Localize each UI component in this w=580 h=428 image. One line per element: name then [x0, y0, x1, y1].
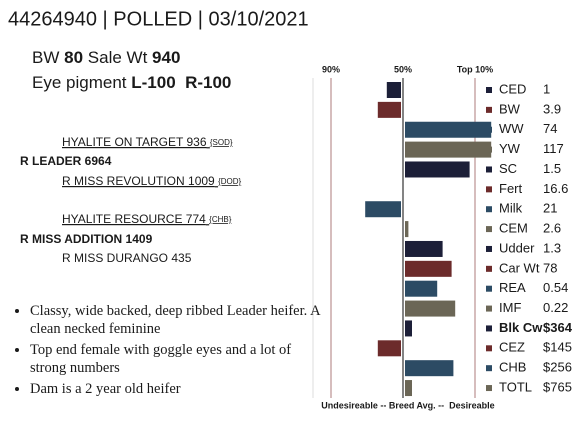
legend-swatch — [486, 325, 492, 332]
sire: R LEADER 6964 — [20, 154, 112, 168]
bar — [405, 360, 454, 377]
x-axis-label: Undesireable -- Breed Avg. -- Desireable — [321, 400, 494, 410]
trait-label: YW — [499, 141, 521, 156]
bar — [405, 141, 492, 158]
bullet: Top end female with goggle eyes and a lo… — [30, 341, 320, 377]
legend-swatch — [486, 126, 492, 133]
epd-value: 1.3 — [543, 240, 561, 255]
trait-label: REA — [499, 280, 526, 295]
code: {DOD} — [218, 177, 241, 186]
epd-value: 3.9 — [543, 101, 561, 116]
dam-sire: HYALITE RESOURCE 774 {CHB} — [62, 212, 232, 226]
legend-swatch — [486, 106, 492, 113]
x-tick-label: Top 10% — [457, 64, 493, 74]
name: HYALITE RESOURCE 774 — [62, 212, 206, 226]
trait-label: Blk Cw — [499, 320, 543, 335]
eye-label: Eye pigment — [32, 73, 127, 92]
bullet: Dam is a 2 year old heifer — [30, 380, 320, 398]
x-tick-label: 90% — [322, 64, 340, 74]
dam-dam: R MISS DURANGO 435 — [62, 251, 192, 265]
trait-label: BW — [499, 101, 521, 116]
sire-sire: HYALITE ON TARGET 936 {SOD} — [62, 135, 233, 149]
epd-value: $364 — [543, 320, 573, 335]
trait-label: CEM — [499, 221, 528, 236]
sale-wt-label: Sale Wt — [88, 48, 148, 67]
bar — [386, 82, 401, 98]
epd-value: 1.5 — [543, 161, 561, 176]
bullet-list: Classy, wide backed, deep ribbed Leader … — [10, 302, 320, 401]
bar — [405, 280, 438, 297]
sale-wt: 940 — [152, 48, 180, 67]
legend-swatch — [486, 166, 492, 173]
legend-swatch — [486, 345, 492, 352]
trait-label: CED — [499, 81, 526, 96]
legend-swatch — [486, 206, 492, 213]
eye-line: Eye pigment L-100 R-100 — [32, 73, 231, 92]
trait-label: Car Wt — [499, 260, 540, 275]
bar — [405, 221, 409, 238]
name: R MISS REVOLUTION 1009 — [62, 174, 215, 188]
bar — [365, 201, 401, 218]
epd-value: 117 — [543, 141, 564, 156]
bar — [377, 101, 401, 118]
trait-label: WW — [499, 121, 524, 136]
trait-label: Udder — [499, 240, 535, 255]
trait-label: IMF — [499, 300, 521, 315]
stat-line: BW 80 Sale Wt 940 — [32, 48, 180, 67]
sire-dam: R MISS REVOLUTION 1009 {DOD} — [62, 174, 242, 188]
legend-swatch — [486, 265, 492, 272]
legend-swatch — [486, 186, 492, 193]
trait-label: TOTL — [499, 379, 532, 394]
bar — [405, 240, 443, 257]
legend-swatch — [486, 146, 492, 153]
epd-value: 21 — [543, 201, 557, 216]
trait-label: CHB — [499, 360, 526, 375]
code: {SOD} — [210, 138, 233, 147]
epd-value: 0.22 — [543, 300, 568, 315]
trait-label: Fert — [499, 181, 523, 196]
epd-value: $145 — [543, 340, 572, 355]
trait-label: CEZ — [499, 340, 525, 355]
bw-label: BW — [32, 48, 59, 67]
legend-swatch — [486, 285, 492, 292]
legend-swatch — [486, 365, 492, 372]
x-tick-label: 50% — [394, 64, 412, 74]
title: 44264940 | POLLED | 03/10/2021 — [8, 8, 309, 30]
bar — [405, 300, 456, 317]
bullet: Classy, wide backed, deep ribbed Leader … — [30, 302, 320, 338]
bar — [405, 121, 492, 138]
eye: L-100 R-100 — [131, 73, 231, 92]
epd-value: 1 — [543, 81, 550, 96]
dam: R MISS ADDITION 1409 — [20, 232, 153, 246]
epd-value: 16.6 — [543, 181, 568, 196]
legend-swatch — [486, 87, 492, 93]
name: HYALITE ON TARGET 936 — [62, 135, 207, 149]
epd-value: 2.6 — [543, 221, 561, 236]
bw: 80 — [64, 48, 83, 67]
legend-swatch — [486, 226, 492, 233]
bar — [405, 380, 412, 397]
bar — [377, 340, 401, 357]
trait-label: SC — [499, 161, 517, 176]
epd-value: 74 — [543, 121, 557, 136]
epd-value: $256 — [543, 360, 572, 375]
legend-swatch — [486, 245, 492, 252]
legend-swatch — [486, 305, 492, 312]
legend-swatch — [486, 385, 492, 392]
epd-value: 78 — [543, 260, 557, 275]
bar — [405, 260, 452, 277]
code: {CHB} — [209, 215, 232, 224]
bar — [405, 161, 470, 178]
epd-value: $765 — [543, 379, 572, 394]
epd-value: 0.54 — [543, 280, 568, 295]
trait-label: Milk — [499, 201, 523, 216]
bar — [405, 320, 412, 337]
